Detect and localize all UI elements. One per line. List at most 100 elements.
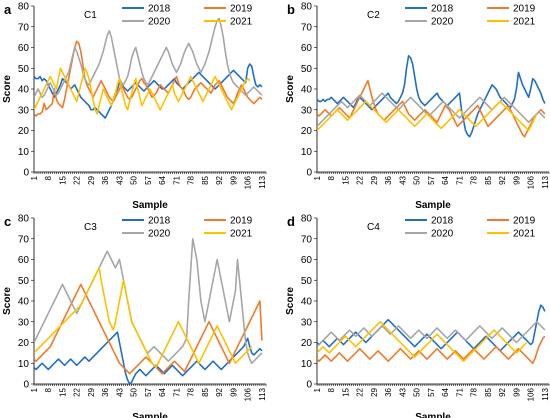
y-tick-label: 80 — [301, 214, 313, 225]
x-tick-label: 22 — [73, 175, 82, 184]
y-tick-label: 60 — [301, 255, 313, 266]
x-tick-label: 8 — [44, 175, 53, 180]
series-line-2021 — [34, 266, 253, 369]
series-line-2021 — [317, 320, 528, 362]
y-tick-label: 20 — [301, 338, 313, 349]
legend: 2018 2019 2020 2021 — [122, 4, 253, 28]
y-axis-label: Score — [2, 75, 13, 103]
legend-label: 2021 — [513, 229, 536, 240]
y-axis-label: Score — [285, 287, 296, 315]
series-line-2021 — [34, 67, 251, 115]
x-tick-label: 78 — [470, 175, 479, 184]
y-tick-label: 60 — [18, 43, 30, 54]
y-tick-label: 80 — [18, 214, 30, 225]
x-tick-label: 64 — [158, 175, 167, 184]
x-tick-label: 43 — [115, 175, 124, 184]
panel-b: b C2 0 10 20 30 40 50 60 70 80 1 8 15 22 29 36 43 50 57 64 71… — [285, 2, 550, 212]
x-tick-label: 1 — [313, 387, 322, 392]
y-tick-label: 40 — [18, 297, 30, 308]
legend-label: 2019 — [513, 4, 536, 15]
x-tick-label: 22 — [356, 387, 365, 396]
x-axis-label: Sample — [132, 412, 168, 418]
x-tick-label: 92 — [215, 175, 224, 184]
x-tick-label: 43 — [398, 387, 407, 396]
panel-letter: a — [4, 2, 12, 17]
x-tick-label: 1 — [313, 175, 322, 180]
x-tick-label: 113 — [258, 387, 267, 400]
y-tick-label: 30 — [301, 105, 313, 116]
x-tick-label: 29 — [87, 175, 96, 184]
series-line-2020 — [34, 17, 263, 99]
y-tick-label: 50 — [18, 64, 30, 75]
legend: 2018 2019 2020 2021 — [405, 4, 536, 28]
y-tick-label: 30 — [18, 105, 30, 116]
legend-label: 2018 — [148, 216, 171, 227]
panel-title: C3 — [84, 222, 97, 233]
y-tick-label: 50 — [301, 276, 313, 287]
x-tick-label: 64 — [158, 387, 167, 396]
x-tick-label: 36 — [384, 175, 393, 184]
y-tick-label: 20 — [301, 126, 313, 137]
legend-label: 2021 — [230, 17, 253, 28]
legend-label: 2019 — [230, 4, 253, 15]
y-tick-label: 0 — [306, 380, 312, 391]
legend-label: 2020 — [431, 229, 454, 240]
x-tick-label: 29 — [370, 175, 379, 184]
series-line-2020 — [317, 320, 546, 348]
x-tick-label: 1 — [30, 175, 39, 180]
panel-letter: c — [4, 214, 11, 229]
y-tick-label: 70 — [301, 22, 313, 33]
x-tick-label: 64 — [441, 175, 450, 184]
x-axis-label: Sample — [415, 200, 451, 211]
y-tick-label: 10 — [301, 359, 313, 370]
y-tick-label: 0 — [23, 380, 29, 391]
y-tick-label: 80 — [301, 2, 313, 13]
legend-label: 2020 — [148, 229, 171, 240]
series-line-2018 — [317, 304, 546, 352]
x-tick-label: 57 — [144, 175, 153, 184]
legend-label: 2019 — [230, 216, 253, 227]
y-tick-label: 20 — [18, 126, 30, 137]
x-tick-label: 85 — [201, 175, 210, 184]
series-line-2021 — [317, 100, 538, 132]
x-tick-label: 29 — [87, 387, 96, 396]
panel-letter: d — [287, 214, 295, 229]
panel-title: C2 — [367, 10, 380, 21]
x-tick-label: 99 — [512, 387, 521, 396]
y-tick-label: 20 — [18, 338, 30, 349]
y-tick-label: 10 — [301, 147, 313, 158]
y-tick-label: 10 — [18, 147, 30, 158]
y-tick-label: 30 — [18, 317, 30, 328]
x-tick-label: 113 — [541, 175, 550, 188]
x-tick-label: 15 — [58, 175, 67, 184]
y-tick-label: 30 — [301, 317, 313, 328]
panel-a: a C1 0 10 20 30 40 50 60 70 80 1 8 15 22 29 36 43 50 57 64 71… — [2, 2, 267, 212]
legend-label: 2021 — [513, 17, 536, 28]
legend-label: 2019 — [513, 216, 536, 227]
y-tick-label: 0 — [23, 168, 29, 179]
y-tick-label: 10 — [18, 359, 30, 370]
x-tick-label: 99 — [229, 175, 238, 184]
legend-label: 2020 — [431, 17, 454, 28]
x-tick-label: 8 — [44, 387, 53, 392]
x-tick-label: 78 — [187, 387, 196, 396]
x-tick-label: 106 — [527, 387, 536, 401]
x-tick-label: 22 — [73, 387, 82, 396]
x-tick-label: 1 — [30, 387, 39, 392]
x-tick-label: 99 — [512, 175, 521, 184]
legend: 2018 2019 2020 2021 — [122, 216, 253, 240]
series-line-2020 — [34, 237, 263, 365]
y-tick-label: 50 — [301, 64, 313, 75]
x-tick-label: 113 — [541, 387, 550, 400]
x-tick-label: 71 — [455, 175, 464, 184]
x-tick-label: 36 — [101, 387, 110, 396]
x-tick-label: 92 — [498, 175, 507, 184]
x-tick-label: 85 — [484, 387, 493, 396]
y-tick-label: 70 — [301, 234, 313, 245]
x-tick-label: 50 — [130, 387, 139, 396]
x-tick-label: 92 — [498, 387, 507, 396]
x-tick-label: 36 — [384, 387, 393, 396]
x-tick-label: 64 — [441, 387, 450, 396]
y-tick-label: 70 — [18, 234, 30, 245]
